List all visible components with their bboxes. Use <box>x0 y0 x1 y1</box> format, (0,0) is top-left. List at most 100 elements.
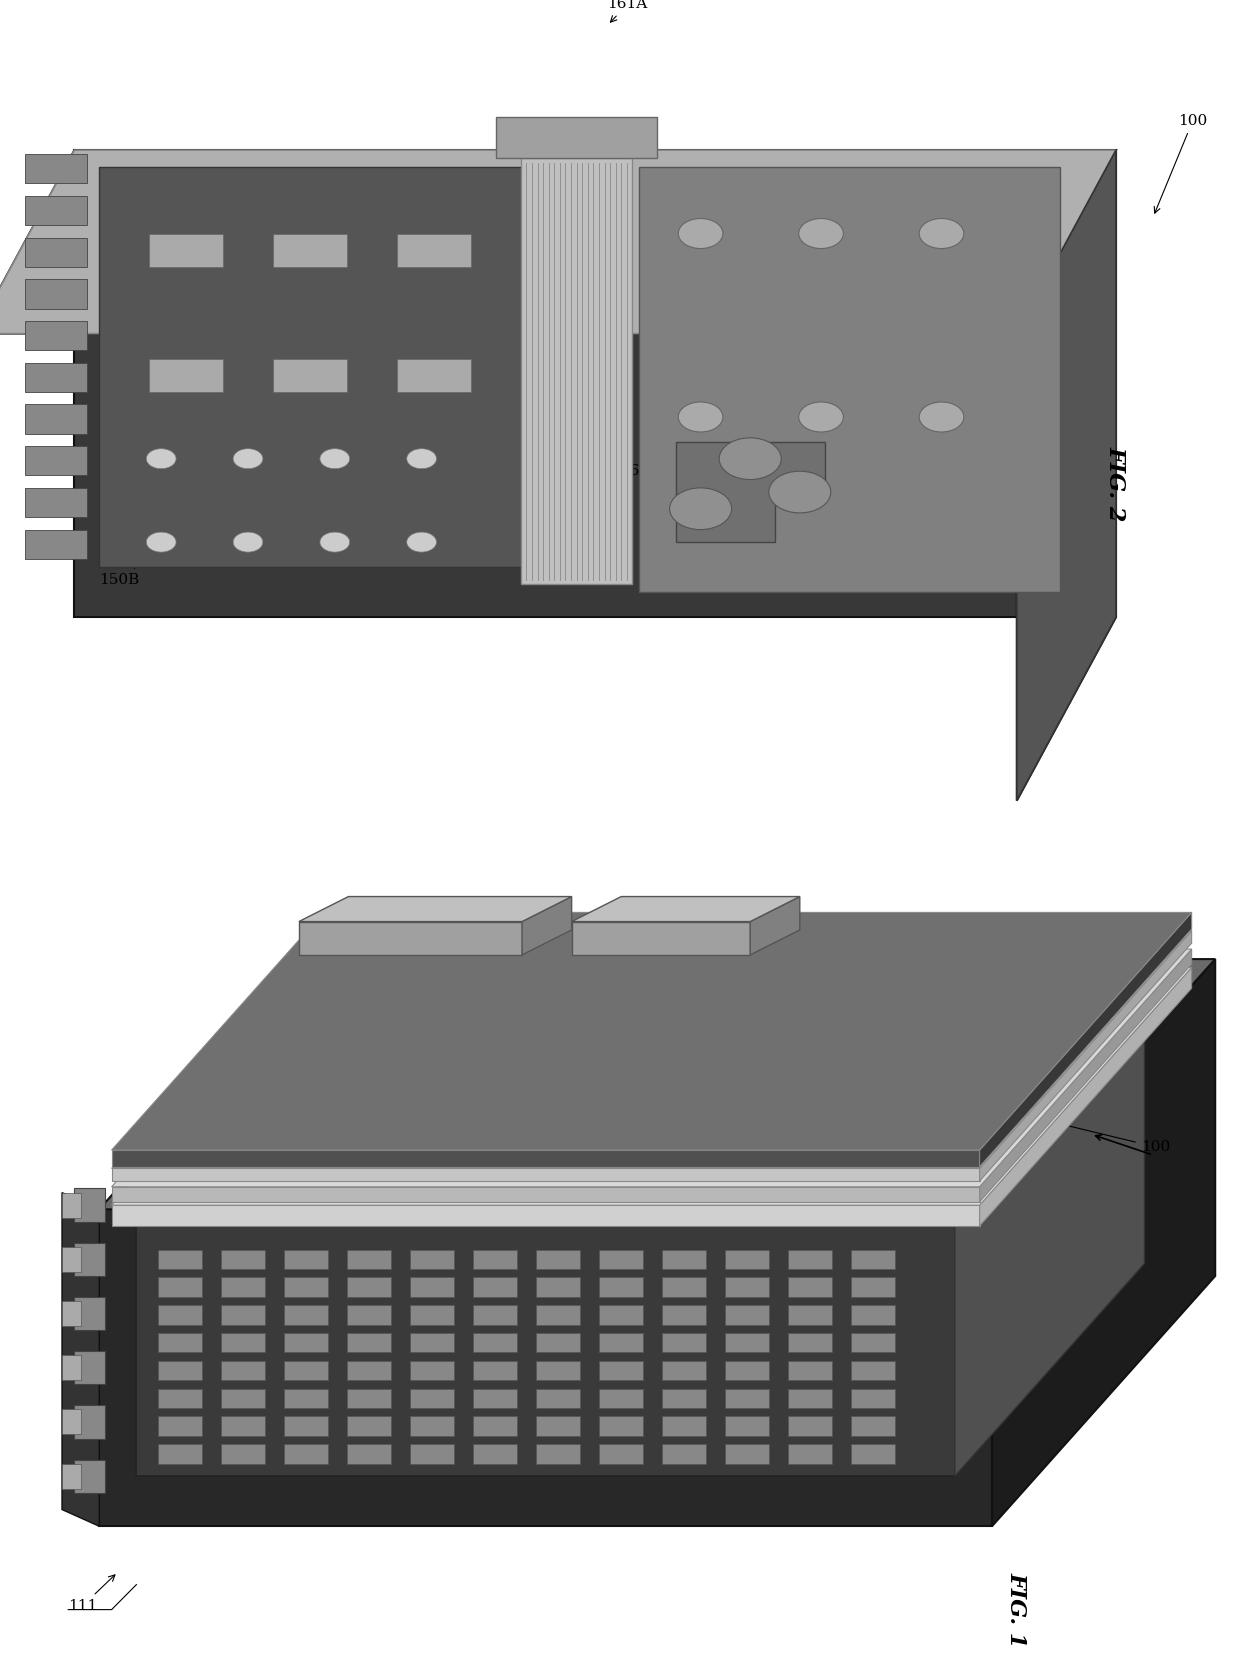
Bar <box>725 1388 769 1408</box>
Polygon shape <box>112 931 1192 1168</box>
Polygon shape <box>99 1209 992 1526</box>
Bar <box>787 1444 832 1465</box>
Bar <box>662 1388 706 1408</box>
Bar <box>159 1278 202 1298</box>
Polygon shape <box>980 949 1192 1201</box>
Bar <box>599 1278 644 1298</box>
Circle shape <box>146 449 176 469</box>
Bar <box>536 1304 580 1324</box>
Bar <box>851 1388 895 1408</box>
Polygon shape <box>285 1024 379 1081</box>
Bar <box>284 1388 329 1408</box>
Polygon shape <box>136 1012 1145 1226</box>
Polygon shape <box>536 1166 631 1223</box>
Bar <box>347 1416 391 1436</box>
Polygon shape <box>522 897 572 954</box>
Bar <box>25 364 87 392</box>
Text: 100: 100 <box>1021 1113 1171 1154</box>
Bar <box>787 1388 832 1408</box>
Bar <box>851 1333 895 1353</box>
Bar <box>159 1249 202 1269</box>
Polygon shape <box>112 1188 980 1201</box>
Bar <box>851 1278 895 1298</box>
Bar <box>159 1304 202 1324</box>
Polygon shape <box>1017 150 1116 801</box>
Polygon shape <box>347 1166 441 1223</box>
Bar <box>725 1278 769 1298</box>
Bar <box>397 359 471 392</box>
Bar <box>74 1404 105 1438</box>
Bar <box>787 1278 832 1298</box>
Polygon shape <box>62 1193 99 1526</box>
Polygon shape <box>980 931 1192 1181</box>
Bar <box>397 234 471 267</box>
Bar <box>472 1333 517 1353</box>
Bar <box>536 1388 580 1408</box>
Bar <box>347 1304 391 1324</box>
Bar <box>662 1278 706 1298</box>
Circle shape <box>146 532 176 552</box>
Polygon shape <box>1017 150 1116 801</box>
Polygon shape <box>474 1096 568 1153</box>
Bar <box>25 239 87 267</box>
Bar <box>273 359 347 392</box>
Bar <box>472 1416 517 1436</box>
Bar <box>410 1333 454 1353</box>
Bar <box>25 197 87 225</box>
Bar <box>62 1354 81 1379</box>
Polygon shape <box>662 1096 756 1153</box>
Circle shape <box>769 472 831 514</box>
Bar <box>472 1249 517 1269</box>
Bar <box>725 1361 769 1381</box>
Bar <box>347 1333 391 1353</box>
Polygon shape <box>112 949 1192 1188</box>
Bar <box>221 1278 265 1298</box>
Circle shape <box>678 219 723 249</box>
Circle shape <box>320 449 350 469</box>
Bar <box>536 1416 580 1436</box>
Polygon shape <box>725 1024 820 1081</box>
Polygon shape <box>284 1096 379 1153</box>
Bar <box>62 1465 81 1488</box>
Bar <box>599 1304 644 1324</box>
Bar <box>159 1361 202 1381</box>
Polygon shape <box>112 1151 980 1168</box>
Polygon shape <box>521 158 632 584</box>
Bar <box>25 530 87 559</box>
Polygon shape <box>725 1096 820 1153</box>
Polygon shape <box>299 921 522 954</box>
Circle shape <box>407 449 436 469</box>
Bar <box>347 1444 391 1465</box>
Bar <box>662 1249 706 1269</box>
Polygon shape <box>136 1226 955 1476</box>
Bar <box>410 1304 454 1324</box>
Circle shape <box>799 402 843 432</box>
Polygon shape <box>74 150 1116 617</box>
Circle shape <box>233 532 263 552</box>
Bar <box>410 1278 454 1298</box>
Circle shape <box>670 489 732 530</box>
Bar <box>159 1416 202 1436</box>
Circle shape <box>719 439 781 480</box>
Bar <box>284 1416 329 1436</box>
Bar <box>472 1278 517 1298</box>
Polygon shape <box>99 959 1215 1209</box>
Polygon shape <box>662 1166 756 1223</box>
Polygon shape <box>639 167 1060 592</box>
Polygon shape <box>955 1012 1145 1476</box>
Polygon shape <box>284 1166 378 1223</box>
Polygon shape <box>221 1166 316 1223</box>
Polygon shape <box>112 912 1192 1151</box>
Bar <box>787 1304 832 1324</box>
Circle shape <box>919 402 963 432</box>
Polygon shape <box>0 150 1116 334</box>
Bar <box>221 1333 265 1353</box>
Bar <box>787 1333 832 1353</box>
Bar <box>851 1249 895 1269</box>
Polygon shape <box>992 959 1215 1526</box>
Polygon shape <box>112 967 1192 1204</box>
Bar <box>284 1304 329 1324</box>
Text: 160: 160 <box>496 404 580 487</box>
Text: 111: 111 <box>68 1575 115 1613</box>
Bar <box>284 1249 329 1269</box>
